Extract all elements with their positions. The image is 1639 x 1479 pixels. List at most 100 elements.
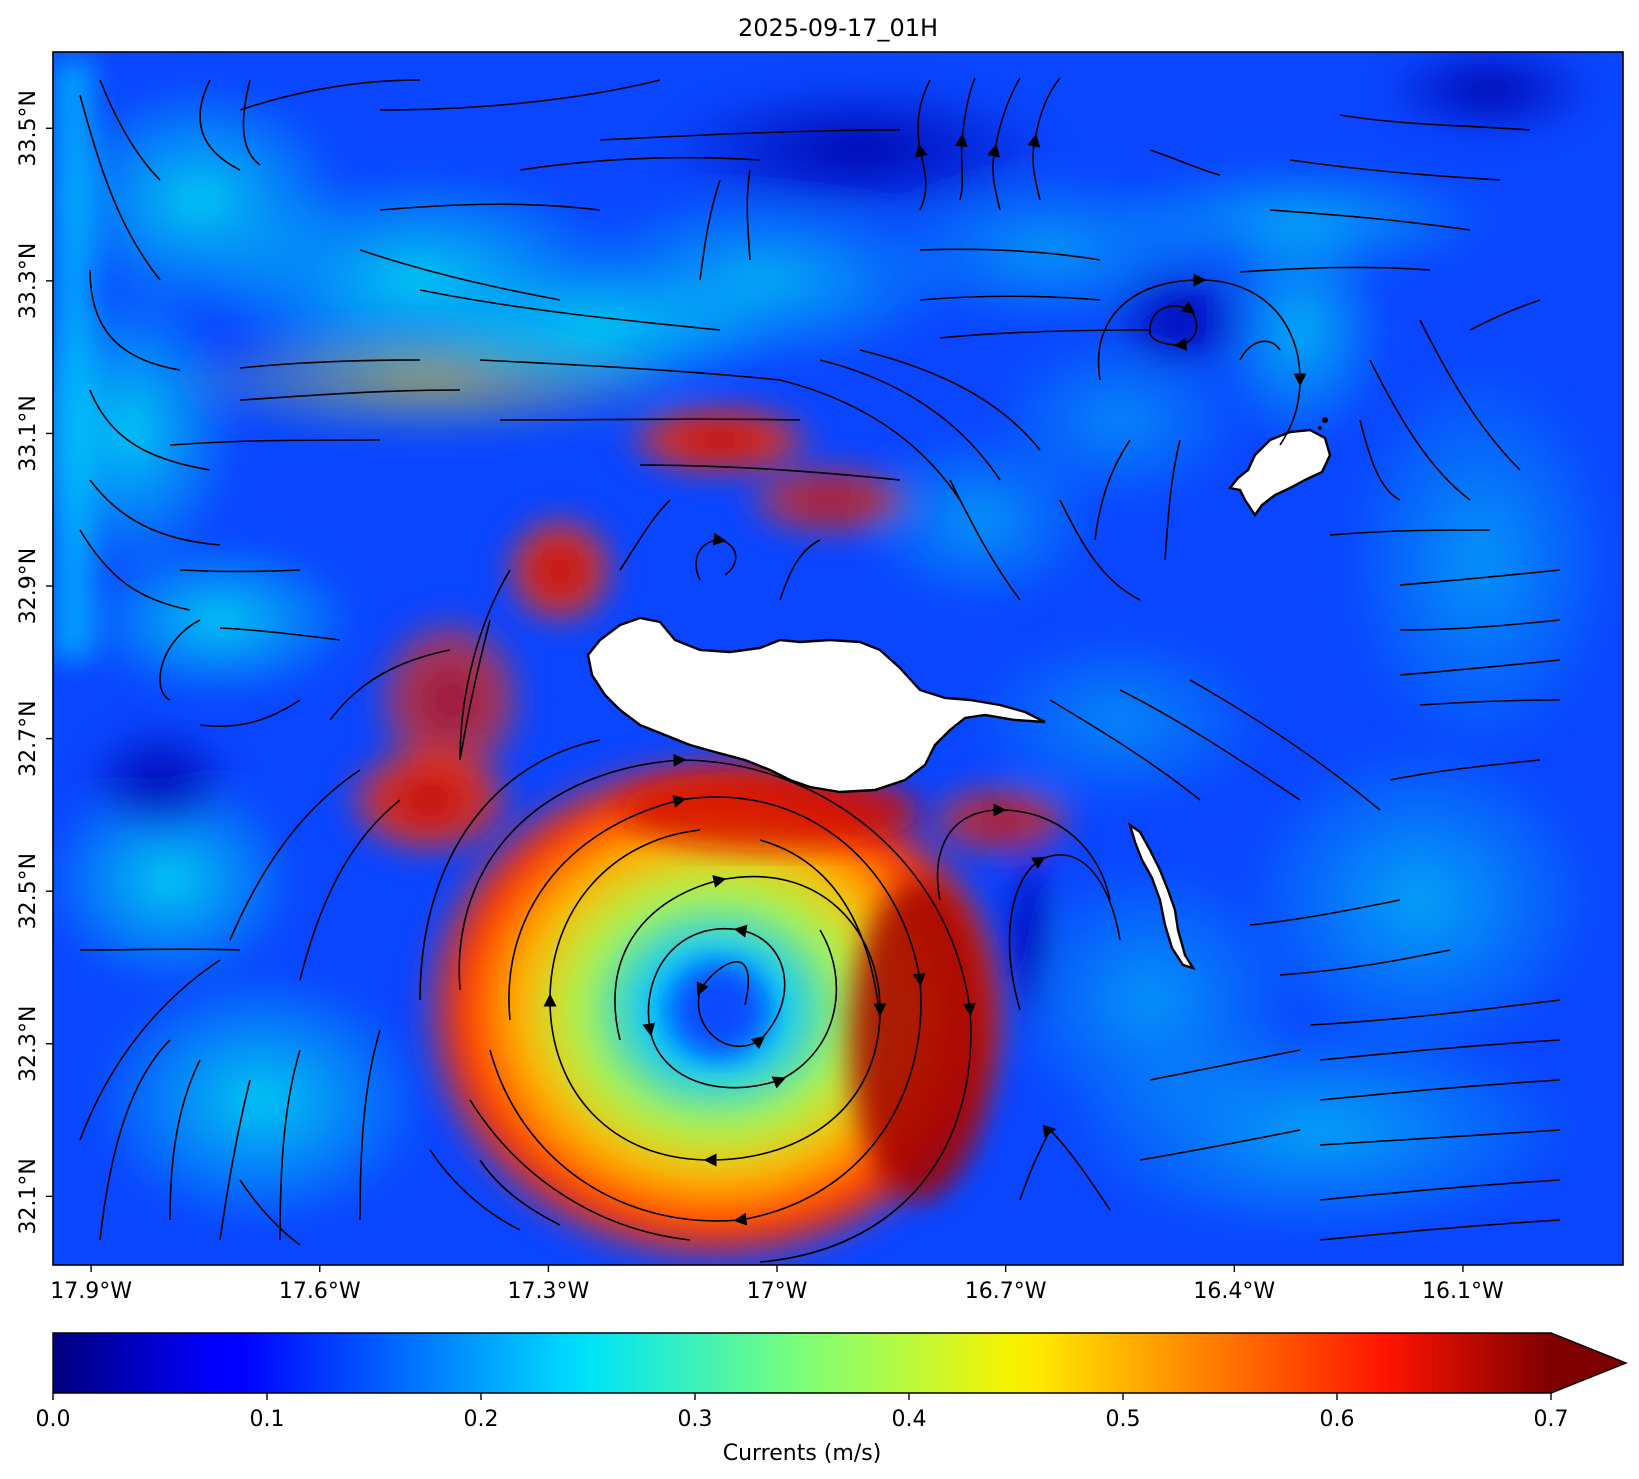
streamline [746,169,751,261]
streamline [599,129,901,141]
streamline [1289,159,1501,181]
lon-tick-label: 17.6°W [279,1279,361,1304]
colorbar-tick-label: 0.7 [1534,1407,1569,1432]
lon-tick-label: 17.3°W [508,1279,590,1304]
lat-tick-label: 32.9°N [16,548,41,624]
longitude-axis: 17.9°W 17.6°W 17.3°W 17°W 16.7°W 16.4°W 16.1°W [50,1265,1504,1304]
streamline [359,1029,381,1221]
lat-tick-label: 33.5°N [16,90,41,166]
streamline [1279,949,1451,976]
streamline [379,79,661,111]
lon-tick-label: 17.9°W [50,1279,132,1304]
streamline [479,1159,561,1226]
land-areas [586,417,1332,971]
streamline [419,289,721,331]
colorbar-extend-triangle [1551,1333,1626,1393]
streamline [919,295,1101,301]
streamline [199,699,301,728]
streamline [159,619,201,701]
lon-tick-label: 16.1°W [1422,1279,1504,1304]
streamline [219,627,341,641]
streamline [1399,569,1561,586]
streamline [1319,1219,1561,1241]
colorbar-tick-label: 0.0 [36,1407,71,1432]
streamline [699,179,721,281]
streamline [499,418,801,421]
colorbar-tick-label: 0.6 [1320,1407,1355,1432]
streamline [1239,266,1431,273]
lat-tick-label: 32.7°N [16,700,41,776]
colorbar-tick-label: 0.4 [892,1407,927,1432]
streamline [1059,499,1141,601]
streamline [759,839,881,1021]
streamline [479,359,781,381]
streamline [1149,149,1221,176]
streamline [639,464,901,481]
madeira-island [586,616,1046,794]
streamline [89,269,181,371]
streamline [914,79,931,211]
streamline [1309,999,1561,1026]
streamline [239,1179,301,1246]
streamline [169,439,381,446]
streamline [1419,699,1561,706]
streamline [1319,1129,1561,1146]
lon-tick-label: 16.7°W [965,1279,1047,1304]
streamline [1469,299,1541,331]
lat-tick-label: 33.3°N [16,243,41,319]
streamline [429,1149,521,1231]
streamline [695,532,737,581]
streamline [1189,679,1381,811]
lat-tick-label: 32.3°N [16,1006,41,1082]
streamline [1399,619,1561,631]
streamline [954,77,976,201]
streamline [99,1039,171,1241]
streamline [1269,209,1471,231]
map-panel [52,51,1624,1266]
streamline [1359,419,1401,501]
streamline [1139,1129,1301,1161]
streamline [89,479,221,546]
colorbar-tick-label: 0.5 [1106,1407,1141,1432]
colorbar-outline [52,1332,1628,1394]
streamline [919,248,1101,261]
streamline [279,1049,301,1241]
streamline [379,203,601,211]
streamline [169,1059,201,1221]
colorbar-label: Currents (m/s) [723,1441,882,1466]
streamline [1389,759,1541,781]
streamline [1164,439,1181,561]
streamline [987,77,1021,211]
streamline [239,389,461,401]
lat-tick-label: 33.1°N [16,395,41,471]
lat-tick-label: 32.1°N [16,1158,41,1234]
streamline [1239,340,1281,361]
streamline [859,349,1041,451]
streamline [1339,114,1531,131]
streamline [1419,319,1521,471]
colorbar-ticks: 0.0 0.1 0.2 0.3 0.4 0.5 0.6 0.7 [36,1393,1569,1432]
streamline [329,649,451,721]
streamline [936,803,1111,901]
streamline [779,379,961,501]
streamline [239,79,421,111]
map-frame [52,51,1624,1266]
desertas-islands [1127,822,1196,971]
streamline [939,329,1151,339]
streamline [1369,359,1471,501]
streamline [359,249,561,301]
colorbar: 0.0 0.1 0.2 0.3 0.4 0.5 0.6 0.7 Currents (m/s) [36,1332,1628,1466]
streamline [819,359,1001,481]
streamline [1008,854,1121,1011]
streamline [79,94,161,281]
streamline [79,948,241,951]
streamline [1249,899,1401,926]
streamline [99,79,161,181]
streamline [199,79,241,171]
streamline [519,156,761,171]
streamline [299,799,401,981]
streamline [1329,529,1491,536]
streamline [1319,1079,1561,1101]
streamline [242,79,261,166]
streamline [239,359,421,369]
